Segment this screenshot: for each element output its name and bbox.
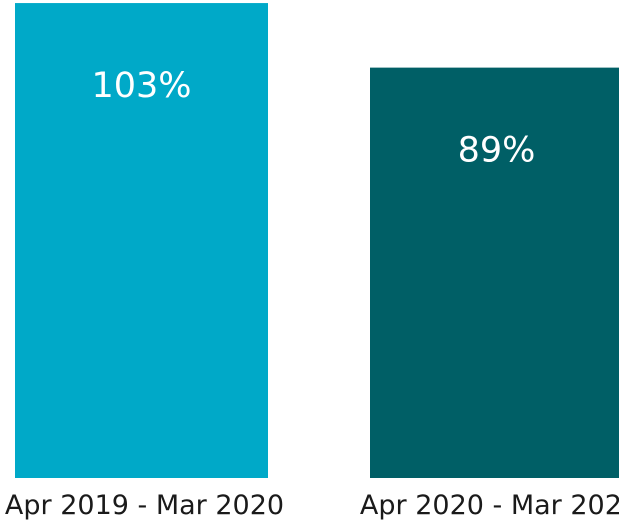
bar-value-label-2: 89% <box>458 131 536 171</box>
category-label-1: Apr 2019 - Mar 2020 <box>5 490 284 521</box>
bar-1 <box>15 3 268 479</box>
bar-2 <box>370 67 619 478</box>
bar-value-label-1: 103% <box>91 66 191 106</box>
category-label-2: Apr 2020 - Mar 2021 <box>360 490 619 521</box>
